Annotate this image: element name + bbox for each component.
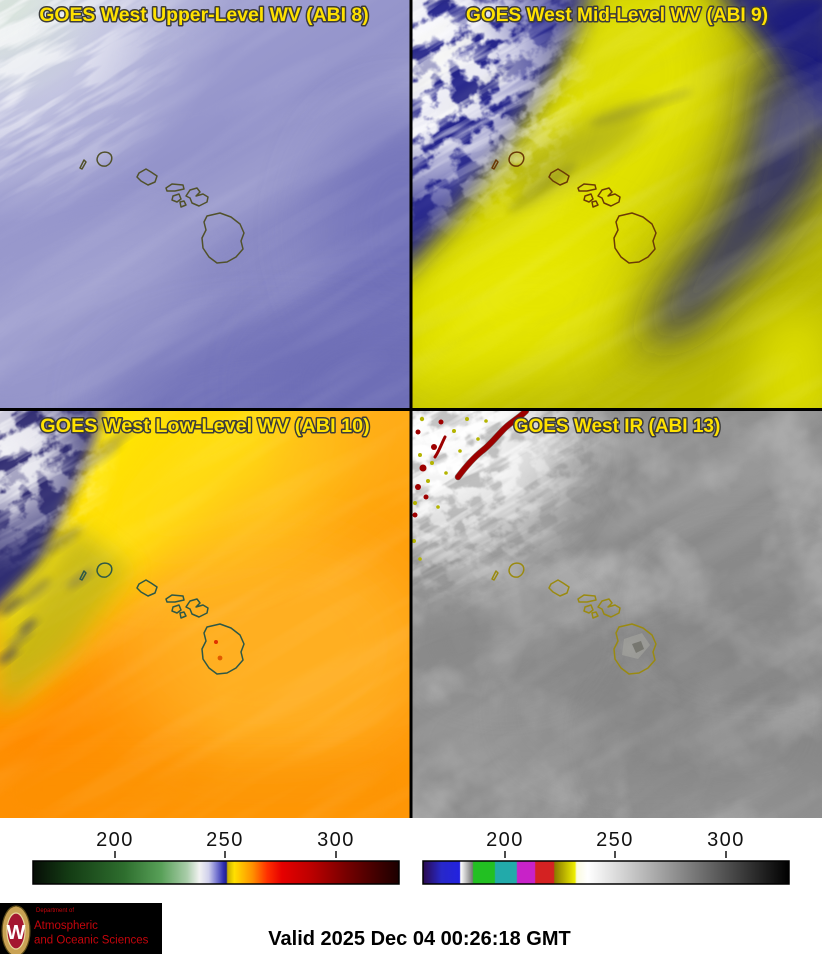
svg-text:W: W bbox=[7, 922, 26, 944]
svg-text:200: 200 bbox=[486, 829, 524, 851]
svg-text:GOES West Upper-Level WV (ABI: GOES West Upper-Level WV (ABI 8) bbox=[39, 4, 368, 26]
svg-text:and Oceanic Sciences: and Oceanic Sciences bbox=[34, 935, 149, 947]
svg-text:300: 300 bbox=[317, 829, 355, 851]
svg-text:GOES West Low-Level WV (ABI 10: GOES West Low-Level WV (ABI 10) bbox=[40, 415, 369, 437]
svg-text:300: 300 bbox=[707, 829, 745, 851]
svg-text:Valid 2025 Dec 04 00:26:18 GMT: Valid 2025 Dec 04 00:26:18 GMT bbox=[268, 928, 570, 950]
svg-text:250: 250 bbox=[596, 829, 634, 851]
svg-text:Department of: Department of bbox=[36, 908, 74, 914]
svg-text:GOES West Mid-Level WV (ABI 9): GOES West Mid-Level WV (ABI 9) bbox=[466, 5, 768, 26]
svg-text:Atmospheric: Atmospheric bbox=[34, 920, 98, 932]
svg-text:250: 250 bbox=[206, 829, 244, 851]
svg-text:200: 200 bbox=[96, 829, 134, 851]
svg-text:GOES West IR (ABI 13): GOES West IR (ABI 13) bbox=[514, 416, 721, 437]
